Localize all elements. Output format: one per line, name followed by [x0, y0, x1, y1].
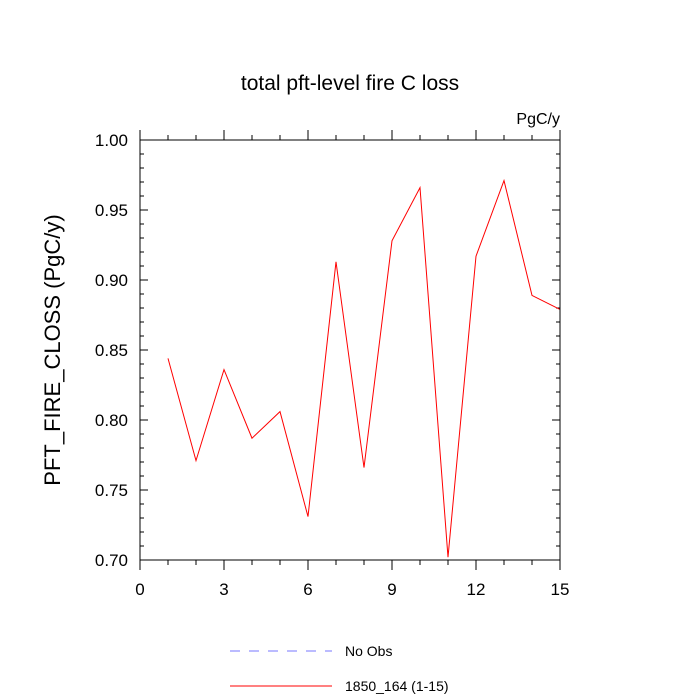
x-tick-label: 6 — [303, 580, 312, 599]
y-tick-label: 0.70 — [95, 551, 128, 570]
plot-frame — [139, 139, 561, 561]
x-tick-label: 12 — [467, 580, 486, 599]
legend-label: 1850_164 (1-15) — [345, 678, 449, 694]
y-tick-label: 0.85 — [95, 341, 128, 360]
y-tick-label: 0.90 — [95, 271, 128, 290]
x-tick-label: 15 — [551, 580, 570, 599]
x-tick-label: 3 — [219, 580, 228, 599]
y-tick-label: 0.75 — [95, 481, 128, 500]
x-tick-label: 0 — [135, 580, 144, 599]
y-tick-label: 1.00 — [95, 131, 128, 150]
legend-label: No Obs — [345, 643, 392, 659]
y-tick-label: 0.80 — [95, 411, 128, 430]
y-tick-label: 0.95 — [95, 201, 128, 220]
chart-title: total pft-level fire C loss — [241, 72, 459, 95]
series-line — [167, 178, 561, 558]
x-tick-label: 9 — [387, 580, 396, 599]
y-axis-label: PFT_FIRE_CLOSS (PgC/y) — [40, 214, 65, 485]
axis-ticks: 0.70 0.75 0.80 0.85 0.90 0.95 1.00 0 3 6 9 12 15 — [95, 130, 570, 599]
series-layer — [167, 178, 561, 558]
units-label: PgC/y — [516, 111, 560, 128]
legend: No Obs 1850_164 (1-15) — [230, 643, 449, 694]
